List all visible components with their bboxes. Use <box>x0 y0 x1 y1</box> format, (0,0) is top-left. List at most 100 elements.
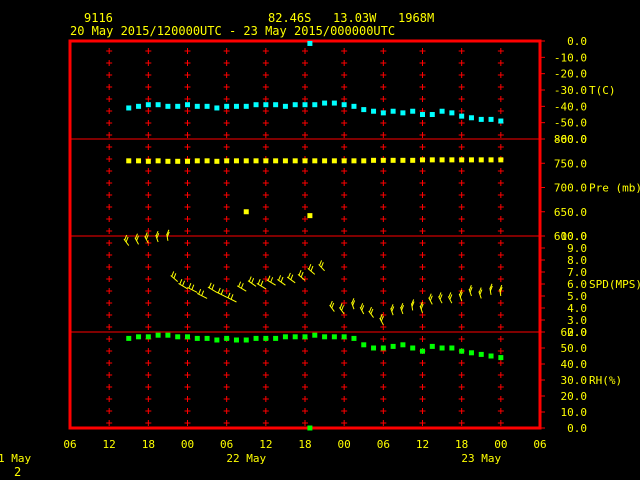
temperature-point <box>243 103 249 109</box>
y-tick-label: 5.0 <box>567 290 587 303</box>
temperature-point <box>439 108 445 114</box>
wind-barb <box>318 260 325 272</box>
temperature-point <box>307 40 313 46</box>
wind-barb <box>144 232 149 244</box>
y-axis-label: SPD(MPS) <box>589 278 640 291</box>
wind-barb <box>286 272 296 284</box>
temperature-point <box>488 116 494 122</box>
temperature-point <box>312 102 318 108</box>
wind-barb <box>216 287 227 298</box>
temperature-point <box>331 100 337 106</box>
y-tick-label: 9.0 <box>567 242 587 255</box>
pressure-point <box>498 157 504 163</box>
temperature-point <box>292 102 298 108</box>
x-tick-label: 12 <box>103 438 116 451</box>
y-tick-label: 7.0 <box>567 266 587 279</box>
x-tick-label: 00 <box>494 438 507 451</box>
temperature-point <box>224 103 230 109</box>
humidity-point <box>312 332 318 338</box>
pressure-point <box>145 158 151 164</box>
pressure-point <box>253 158 259 164</box>
wind-barb <box>256 279 267 290</box>
y-tick-label: 10.0 <box>561 406 588 419</box>
humidity-point <box>185 334 190 340</box>
x-tick-label: 06 <box>220 438 233 451</box>
y-tick-label: -40.0 <box>554 100 587 113</box>
temperature-point <box>253 102 259 108</box>
x-tick-label: 06 <box>63 438 76 451</box>
pressure-point <box>155 158 161 164</box>
humidity-point <box>307 425 313 431</box>
pressure-point <box>243 158 249 164</box>
pressure-point <box>126 158 132 164</box>
humidity-point <box>214 337 220 343</box>
humidity-point <box>380 345 386 351</box>
grid-column <box>106 48 113 426</box>
humidity-point <box>204 335 210 341</box>
pressure-point <box>429 157 435 163</box>
pressure-point <box>214 158 220 164</box>
wind-barb <box>277 275 286 286</box>
pressure-point <box>439 157 445 163</box>
wind-barb <box>400 302 405 315</box>
x-tick-label: 00 <box>338 438 351 451</box>
humidity-point <box>145 334 151 340</box>
pressure-point <box>175 158 181 164</box>
humidity-point <box>233 337 239 343</box>
temperature-point <box>400 110 406 116</box>
y-tick-label: -60.0 <box>554 133 587 146</box>
wind-barb <box>196 289 208 299</box>
wind-barb <box>438 292 443 304</box>
wind-barb <box>359 303 365 315</box>
temperature-point <box>194 103 200 109</box>
humidity-point <box>194 335 200 341</box>
y-tick-label: 750.0 <box>554 157 587 170</box>
pressure-point <box>194 158 200 164</box>
grid-column <box>380 48 387 426</box>
pressure-point <box>459 157 465 163</box>
x-tick-label: 00 <box>181 438 194 451</box>
humidity-point <box>243 337 249 343</box>
humidity-point <box>478 351 484 357</box>
pressure-point <box>136 158 142 164</box>
y-tick-label: 8.0 <box>567 254 587 267</box>
pressure-point <box>390 157 396 163</box>
wind-barb <box>123 234 130 246</box>
pressure-point <box>307 213 313 219</box>
x-tick-label: 06 <box>377 438 390 451</box>
wind-barb <box>247 276 257 287</box>
pressure-point <box>282 158 288 164</box>
pressure-point <box>292 158 298 164</box>
humidity-point <box>468 350 474 356</box>
temperature-point <box>459 113 465 119</box>
humidity-point <box>498 355 504 361</box>
pressure-point <box>273 158 279 164</box>
grid-column <box>302 48 308 426</box>
wind-barb <box>390 304 395 316</box>
temperature-point <box>498 118 504 124</box>
y-tick-label: 800.0 <box>554 133 587 146</box>
station-location: 82.46S 13.03W 1968M <box>268 11 435 25</box>
wind-barb <box>297 270 306 281</box>
temperature-point <box>185 102 190 108</box>
temperature-point <box>468 115 474 121</box>
temperature-point <box>136 103 142 109</box>
pressure-point <box>185 158 190 164</box>
wind-barb <box>134 233 140 245</box>
wind-barb <box>458 289 463 301</box>
humidity-point <box>136 334 142 340</box>
temperature-point <box>145 102 151 108</box>
humidity-point <box>126 335 132 341</box>
y-tick-label: 50.0 <box>561 342 588 355</box>
y-tick-label: -10.0 <box>554 51 587 64</box>
pressure-point <box>302 158 308 164</box>
temperature-point <box>204 103 210 109</box>
humidity-point <box>410 345 416 351</box>
temperature-point <box>361 107 367 113</box>
wind-barb <box>468 284 473 297</box>
pressure-point <box>204 158 210 164</box>
humidity-point <box>155 332 161 338</box>
wind-barb <box>329 300 335 312</box>
pressure-point <box>312 158 318 164</box>
temperature-point <box>175 103 181 109</box>
